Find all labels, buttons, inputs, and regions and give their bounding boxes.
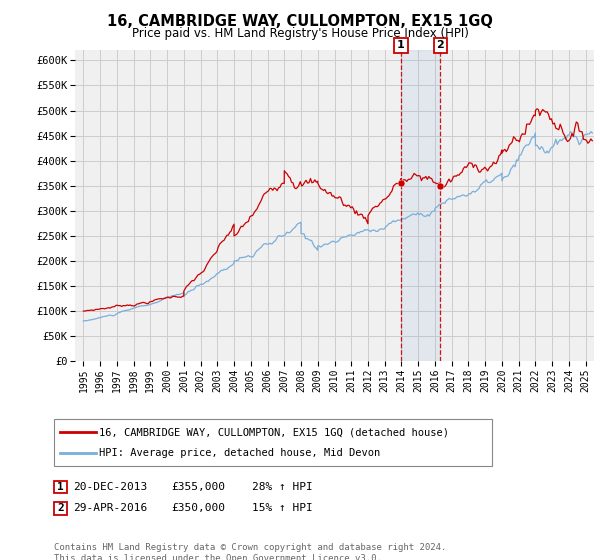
Text: 15% ↑ HPI: 15% ↑ HPI [252,503,313,514]
Text: Contains HM Land Registry data © Crown copyright and database right 2024.
This d: Contains HM Land Registry data © Crown c… [54,543,446,560]
Text: 1: 1 [57,482,64,492]
Text: Price paid vs. HM Land Registry's House Price Index (HPI): Price paid vs. HM Land Registry's House … [131,27,469,40]
Text: 2: 2 [57,503,64,514]
Text: 20-DEC-2013: 20-DEC-2013 [73,482,148,492]
Text: £350,000: £350,000 [171,503,225,514]
Text: 29-APR-2016: 29-APR-2016 [73,503,148,514]
Bar [401,50,440,361]
Text: 16, CAMBRIDGE WAY, CULLOMPTON, EX15 1GQ (detached house): 16, CAMBRIDGE WAY, CULLOMPTON, EX15 1GQ … [99,427,449,437]
Text: HPI: Average price, detached house, Mid Devon: HPI: Average price, detached house, Mid … [99,448,380,458]
Text: 16, CAMBRIDGE WAY, CULLOMPTON, EX15 1GQ: 16, CAMBRIDGE WAY, CULLOMPTON, EX15 1GQ [107,14,493,29]
Text: 28% ↑ HPI: 28% ↑ HPI [252,482,313,492]
Text: 1: 1 [397,40,405,50]
Text: £355,000: £355,000 [171,482,225,492]
Text: 2: 2 [437,40,445,50]
